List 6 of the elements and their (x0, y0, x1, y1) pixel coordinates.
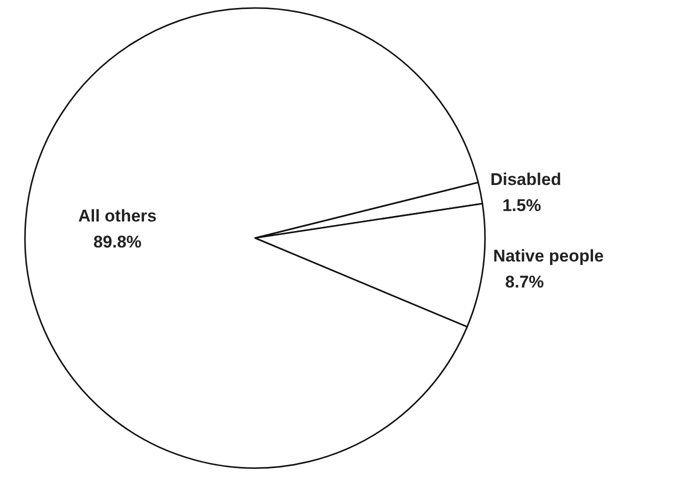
slice-label: All others (78, 206, 157, 226)
slice-label: Native people (493, 246, 604, 266)
data-label: 89.8% (93, 232, 142, 252)
data-label: 1.5% (502, 196, 542, 215)
data-label: 8.7% (505, 272, 544, 292)
slice-label: Disabled (490, 170, 562, 189)
